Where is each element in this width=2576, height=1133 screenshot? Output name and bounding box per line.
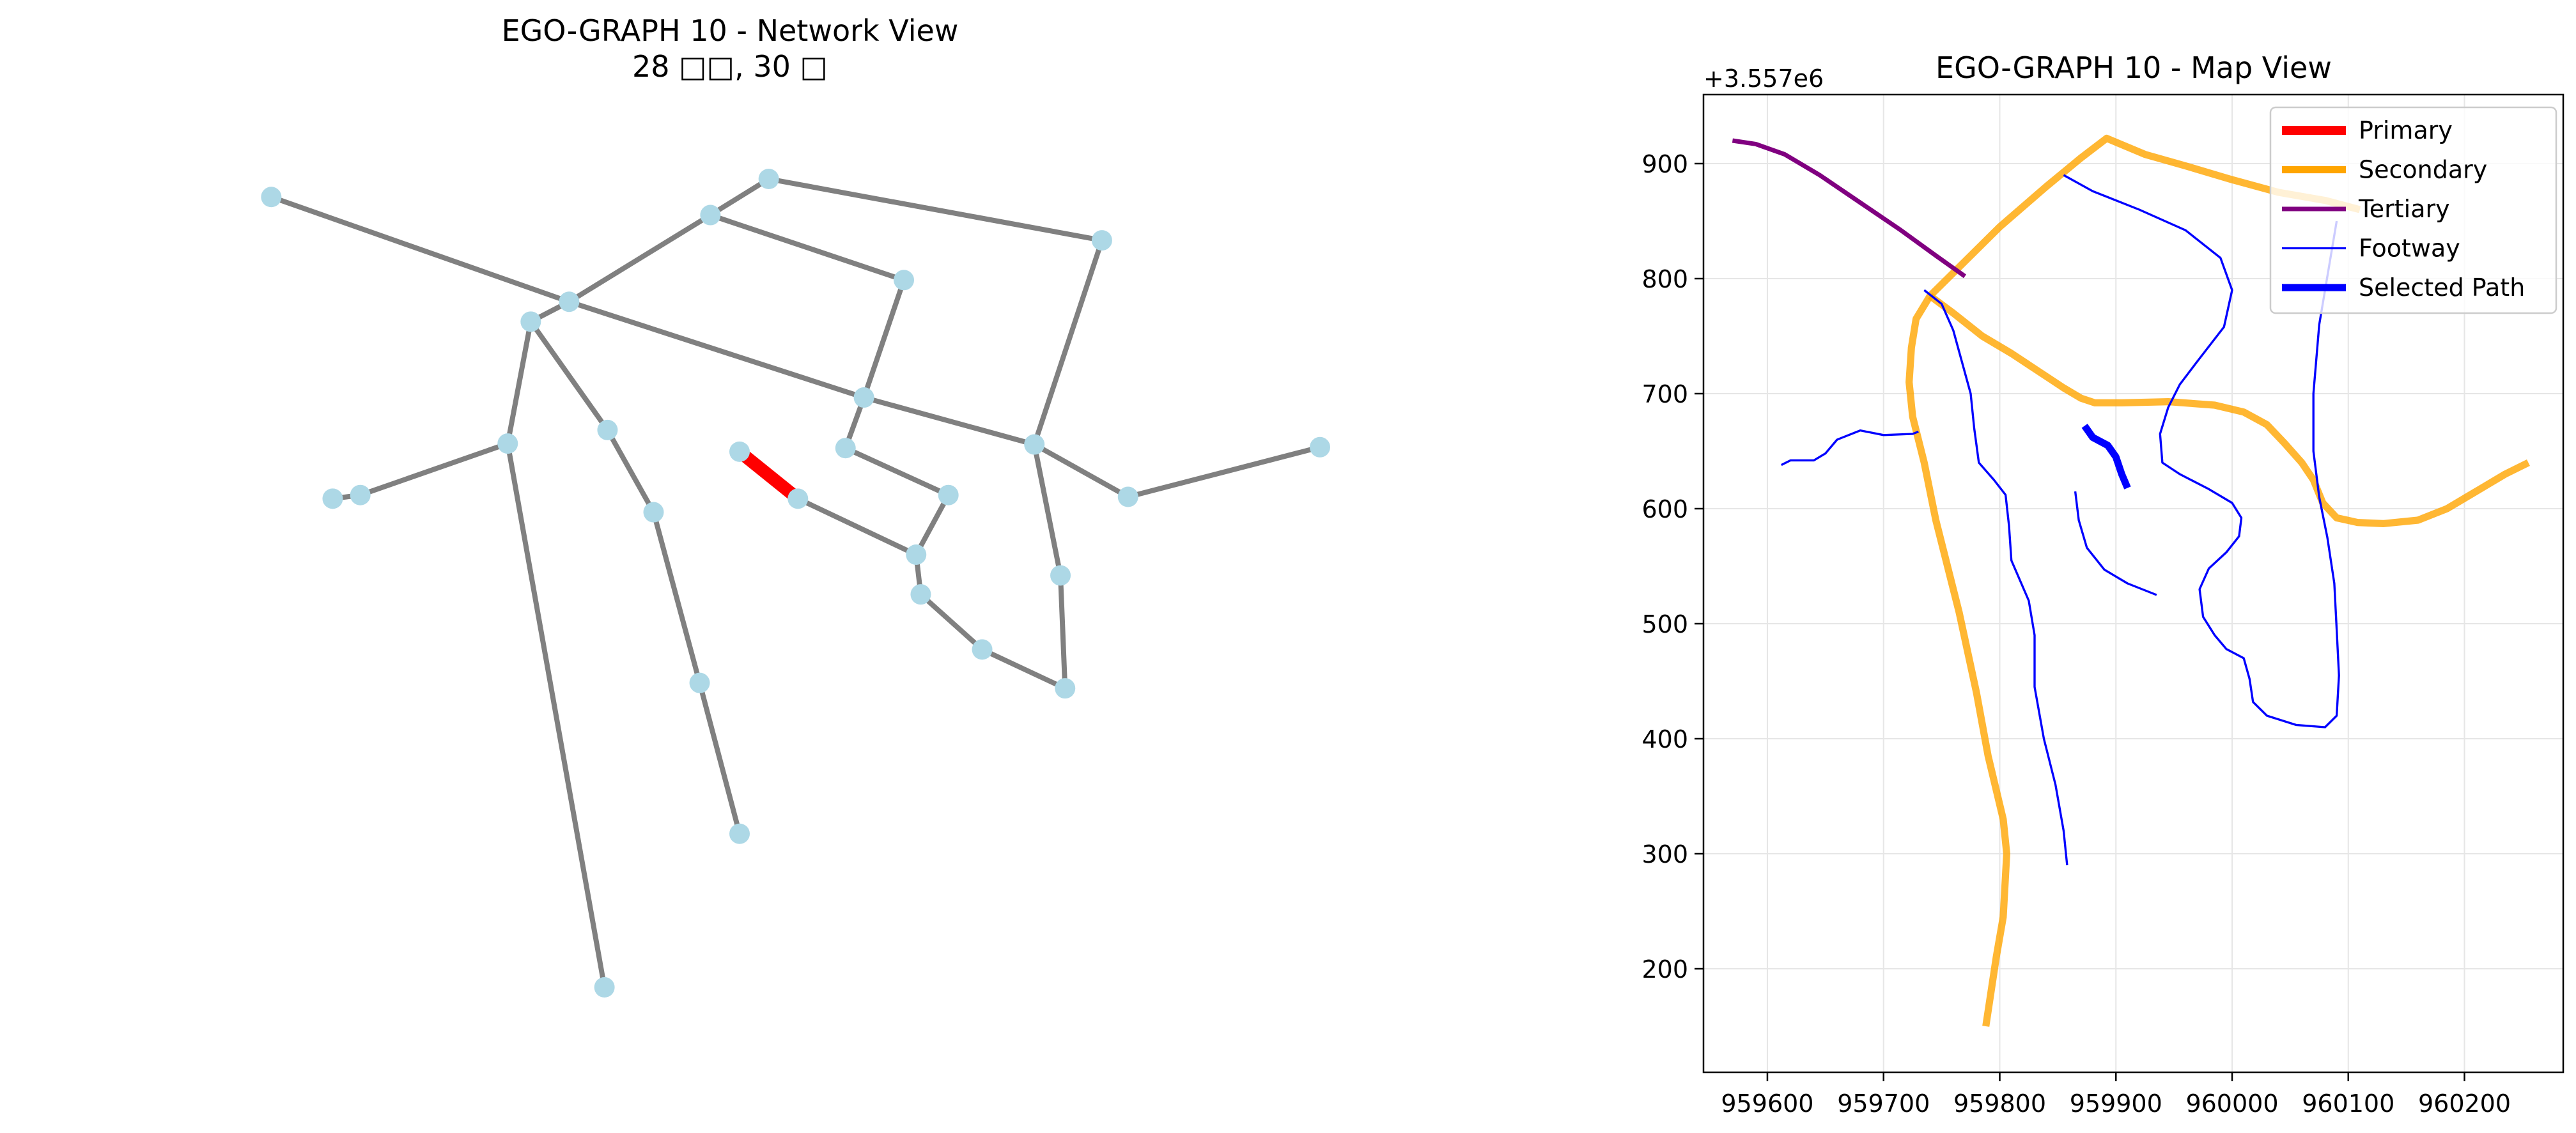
- network-edge: [861, 279, 906, 399]
- network-node: [853, 387, 874, 408]
- legend-label: Selected Path: [2359, 274, 2525, 302]
- network-node: [350, 484, 371, 505]
- map-ticks: 959600 959700 959800 959900 960000 960100 9602…: [1641, 150, 2511, 1118]
- footway-line: [2063, 174, 2340, 728]
- network-node: [594, 977, 615, 998]
- network-edge: [919, 592, 984, 652]
- x-tick-label: 959800: [1953, 1090, 2046, 1118]
- network-node: [1050, 565, 1071, 586]
- y-tick-label: 400: [1641, 725, 1688, 753]
- network-edges: [270, 176, 1321, 988]
- legend-label: Tertiary: [2358, 195, 2450, 223]
- network-panel: EGO-GRAPH 10 - Network View 28 □□, 30 □: [261, 13, 1330, 998]
- network-edge: [605, 428, 656, 514]
- network-node: [729, 441, 750, 462]
- network-edge: [270, 194, 570, 304]
- network-node: [597, 419, 618, 440]
- network-edge: [1032, 443, 1063, 576]
- legend-label: Footway: [2359, 235, 2460, 263]
- map-legend: Primary Secondary Tertiary Footway Selected …: [2269, 106, 2557, 314]
- footway-line: [2074, 491, 2157, 596]
- network-edge: [768, 176, 1103, 243]
- network-subtitle: 28 □□, 30 □: [632, 49, 828, 84]
- network-node: [938, 484, 959, 505]
- x-tick-label: 959700: [1837, 1090, 1930, 1118]
- tertiary-line: [1732, 138, 1967, 279]
- network-node: [1055, 678, 1076, 699]
- y-tick-label: 900: [1641, 150, 1688, 178]
- y-tick-label: 500: [1641, 610, 1688, 638]
- network-node: [1310, 436, 1330, 458]
- network-node: [910, 584, 931, 605]
- map-title: EGO-GRAPH 10 - Map View: [1936, 50, 2332, 85]
- x-tick-label: 959900: [2070, 1090, 2162, 1118]
- network-node: [261, 187, 282, 208]
- secondary-line: [1928, 293, 2530, 527]
- network-edge: [1127, 444, 1321, 500]
- network-node: [788, 488, 809, 509]
- x-tick-label: 959600: [1721, 1090, 1813, 1118]
- map-lines: [1732, 134, 2530, 1027]
- network-node: [559, 291, 580, 312]
- network-edge: [505, 321, 534, 444]
- network-edge: [844, 445, 950, 498]
- network-edge: [709, 176, 770, 217]
- network-node: [322, 488, 343, 509]
- network-node: [972, 639, 993, 660]
- y-tick-label: 300: [1641, 840, 1688, 868]
- footway-line: [1923, 289, 2068, 866]
- network-edge: [796, 496, 917, 557]
- y-tick-label: 600: [1641, 495, 1688, 523]
- selected-path-line: [2081, 424, 2131, 489]
- network-edge: [697, 682, 742, 835]
- network-node: [1117, 486, 1138, 507]
- network-node: [835, 438, 856, 459]
- network-node: [1091, 230, 1112, 251]
- network-title: EGO-GRAPH 10 - Network View: [502, 13, 959, 48]
- map-grid: [1703, 95, 2563, 1072]
- network-node: [497, 433, 518, 454]
- network-edge: [913, 493, 951, 556]
- network-edge: [1032, 239, 1105, 445]
- network-edge: [1033, 442, 1129, 500]
- network-edge: [651, 511, 702, 684]
- y-offset-label: +3.557e6: [1703, 65, 1824, 93]
- legend-label: Primary: [2359, 116, 2453, 144]
- network-node: [758, 169, 779, 189]
- x-tick-label: 960000: [2185, 1090, 2278, 1118]
- network-node: [689, 672, 710, 693]
- network-node: [729, 823, 750, 844]
- network-node: [643, 502, 664, 523]
- highlighted-edge: [735, 447, 802, 504]
- network-edge: [359, 441, 509, 498]
- network-node: [1024, 434, 1045, 455]
- y-tick-label: 800: [1641, 265, 1688, 293]
- network-nodes: [261, 169, 1330, 998]
- map-panel: EGO-GRAPH 10 - Map View +3.557e6 959600 9…: [1641, 50, 2564, 1118]
- network-node: [700, 204, 721, 226]
- network-edge: [505, 443, 607, 988]
- y-tick-label: 200: [1641, 955, 1688, 983]
- network-edge: [710, 212, 905, 283]
- legend-box: [2269, 106, 2557, 314]
- network-node: [894, 270, 915, 291]
- y-tick-label: 700: [1641, 380, 1688, 408]
- legend-label: Secondary: [2359, 156, 2487, 184]
- network-edge: [529, 320, 610, 432]
- footway-line: [1781, 429, 1919, 466]
- network-edge: [863, 395, 1036, 447]
- secondary-line: [1905, 134, 2361, 1027]
- network-edge: [568, 213, 712, 304]
- map-axes-frame: [1702, 93, 2564, 1074]
- network-node: [906, 544, 927, 565]
- network-edge: [981, 647, 1066, 691]
- x-tick-label: 960200: [2418, 1090, 2511, 1118]
- network-node: [520, 311, 541, 332]
- network-edge: [1058, 575, 1068, 689]
- x-tick-label: 960100: [2302, 1090, 2394, 1118]
- network-edge: [568, 299, 865, 400]
